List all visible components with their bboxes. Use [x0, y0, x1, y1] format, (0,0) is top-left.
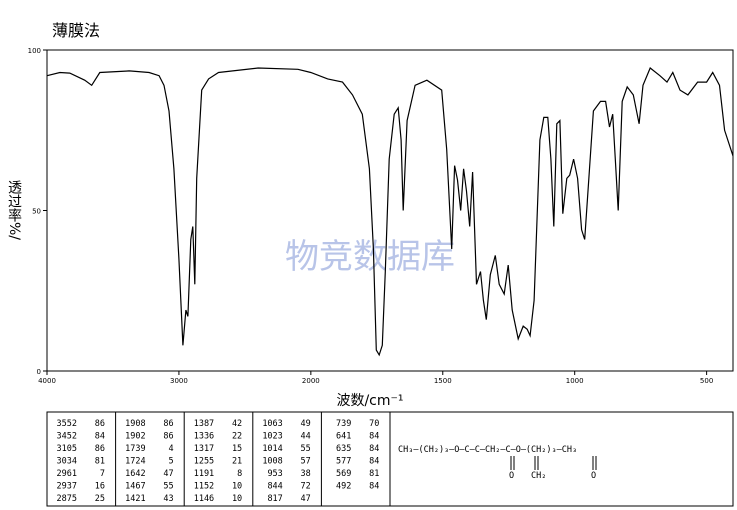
structure-sub: O [509, 471, 514, 481]
peak-wavenumber: 3034 [57, 457, 77, 467]
x-tick-label: 3000 [170, 377, 188, 385]
peak-wavenumber: 1387 [194, 419, 214, 429]
peak-wavenumber: 953 [267, 469, 282, 479]
peak-transmittance: 7 [100, 469, 105, 479]
peak-transmittance: 49 [301, 419, 311, 429]
peak-transmittance: 21 [232, 457, 242, 467]
peak-transmittance: 72 [301, 482, 311, 492]
peak-transmittance: 10 [232, 482, 242, 492]
peak-wavenumber: 844 [267, 482, 282, 492]
peak-transmittance: 86 [163, 432, 173, 442]
plot-frame [46, 49, 734, 372]
peak-transmittance: 44 [301, 432, 311, 442]
peak-wavenumber: 3105 [57, 444, 77, 454]
peak-wavenumber: 1063 [262, 419, 282, 429]
peak-wavenumber: 1191 [194, 469, 214, 479]
peak-wavenumber: 3552 [57, 419, 77, 429]
peak-wavenumber: 1317 [194, 444, 214, 454]
peak-wavenumber: 1336 [194, 432, 214, 442]
chart-title: 薄膜法 [52, 21, 100, 40]
peak-transmittance: 86 [163, 419, 173, 429]
peak-wavenumber: 1642 [125, 469, 145, 479]
peak-transmittance: 86 [95, 444, 105, 454]
peak-transmittance: 84 [369, 432, 379, 442]
peak-wavenumber: 2937 [57, 482, 77, 492]
y-tick-label: 0 [37, 368, 41, 376]
y-tick-label: 50 [32, 208, 41, 216]
peak-transmittance: 22 [232, 432, 242, 442]
peak-transmittance: 57 [301, 457, 311, 467]
peak-transmittance: 42 [232, 419, 242, 429]
peak-wavenumber: 641 [336, 432, 351, 442]
peak-wavenumber: 1014 [262, 444, 282, 454]
peak-wavenumber: 1152 [194, 482, 214, 492]
peak-wavenumber: 1255 [194, 457, 214, 467]
spectrum-line [46, 67, 734, 357]
peak-transmittance: 84 [369, 457, 379, 467]
peak-wavenumber: 1739 [125, 444, 145, 454]
peak-transmittance: 81 [95, 457, 105, 467]
y-tick-label: 100 [28, 47, 41, 55]
peak-transmittance: 25 [95, 494, 105, 504]
peak-wavenumber: 1023 [262, 432, 282, 442]
peak-transmittance: 55 [301, 444, 311, 454]
peak-wavenumber: 1467 [125, 482, 145, 492]
peak-wavenumber: 569 [336, 469, 351, 479]
peak-transmittance: 55 [163, 482, 173, 492]
peak-wavenumber: 739 [336, 419, 351, 429]
structure-frame [389, 411, 734, 507]
peak-transmittance: 4 [168, 444, 173, 454]
peak-wavenumber: 1146 [194, 494, 214, 504]
peak-transmittance: 84 [95, 432, 105, 442]
peak-wavenumber: 817 [267, 494, 282, 504]
x-tick-label: 1000 [566, 377, 584, 385]
peak-wavenumber: 1008 [262, 457, 282, 467]
x-tick-label: 500 [700, 377, 713, 385]
peak-transmittance: 81 [369, 469, 379, 479]
y-axis-label: 透过率%/ [6, 180, 22, 240]
x-tick-label: 4000 [38, 377, 56, 385]
peak-transmittance: 5 [168, 457, 173, 467]
structure-sub: O [591, 471, 596, 481]
peak-transmittance: 43 [163, 494, 173, 504]
peak-wavenumber: 635 [336, 444, 351, 454]
structure-sub: CH₂ [531, 471, 546, 481]
peak-transmittance: 10 [232, 494, 242, 504]
peak-transmittance: 15 [232, 444, 242, 454]
peak-transmittance: 84 [369, 444, 379, 454]
peak-transmittance: 84 [369, 482, 379, 492]
watermark: 物竞数据库 [285, 237, 455, 277]
peak-transmittance: 70 [369, 419, 379, 429]
peak-wavenumber: 3452 [57, 432, 77, 442]
peak-transmittance: 47 [301, 494, 311, 504]
peak-wavenumber: 577 [336, 457, 351, 467]
peak-transmittance: 8 [237, 469, 242, 479]
peak-wavenumber: 1724 [125, 457, 145, 467]
peak-transmittance: 38 [301, 469, 311, 479]
peak-transmittance: 47 [163, 469, 173, 479]
peak-wavenumber: 492 [336, 482, 351, 492]
x-tick-label: 2000 [302, 377, 320, 385]
peak-wavenumber: 2875 [57, 494, 77, 504]
peak-wavenumber: 1421 [125, 494, 145, 504]
peak-transmittance: 86 [95, 419, 105, 429]
peak-wavenumber: 1908 [125, 419, 145, 429]
structure-formula: CH₃—(CH₂)₃—O—C—C—CH₂—C—O—(CH₂)₃—CH₃ [398, 445, 577, 455]
x-axis-label: 波数/cm⁻¹ [336, 393, 403, 409]
peak-wavenumber: 2961 [57, 469, 77, 479]
peak-transmittance: 16 [95, 482, 105, 492]
x-tick-label: 1500 [434, 377, 452, 385]
peak-wavenumber: 1902 [125, 432, 145, 442]
